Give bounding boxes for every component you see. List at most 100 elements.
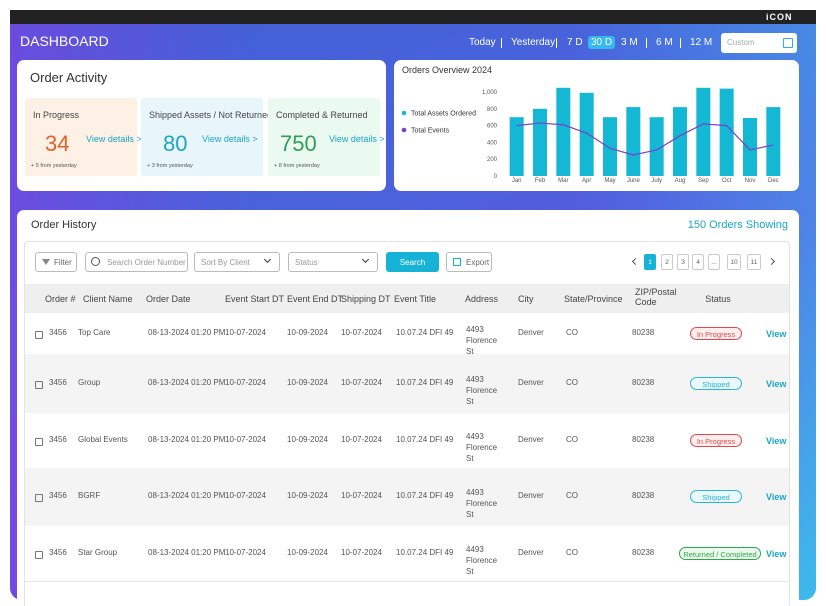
page-button[interactable]: 4 xyxy=(692,254,704,270)
column-header: Event Title xyxy=(394,294,437,304)
cell: 10-07-2024 xyxy=(225,327,266,337)
view-details-link[interactable]: View details > xyxy=(329,134,385,144)
column-header: Shipping DT xyxy=(341,294,391,304)
column-header: Status xyxy=(705,294,731,304)
range-button[interactable]: 3 M xyxy=(621,37,638,48)
custom-date-input[interactable]: Custom xyxy=(721,33,797,53)
view-link[interactable]: View xyxy=(766,548,787,559)
column-header: ZIP/Postal Code xyxy=(635,287,677,307)
cell: Denver xyxy=(518,434,544,444)
separator xyxy=(556,38,557,48)
prev-arrow[interactable] xyxy=(631,257,640,266)
page-number: 3 xyxy=(681,259,685,266)
cell: 10-07-2024 xyxy=(341,491,382,500)
status-text: Shipped xyxy=(702,493,730,502)
range-button[interactable]: 6 M xyxy=(656,37,673,48)
cell: 4493 Florence St xyxy=(466,374,498,406)
search-input[interactable]: Search Order Number xyxy=(85,252,188,272)
cell: Denver xyxy=(518,377,544,387)
page-button[interactable]: 3 xyxy=(677,254,689,270)
table-row: 3456 Top Care 08-13-2024 01:20 PM 10-07-202… xyxy=(25,313,789,356)
status-text: In Progress xyxy=(696,329,736,339)
x-tick-label: May xyxy=(604,178,615,184)
cell: 10-09-2024 xyxy=(287,434,328,444)
cell: 80238 xyxy=(632,327,655,337)
next-arrow[interactable] xyxy=(767,257,776,266)
bar xyxy=(696,87,711,176)
cell: 10-07-2024 xyxy=(225,547,266,557)
bar xyxy=(556,87,571,176)
cell: 10-07-2024 xyxy=(341,327,382,337)
table-container: Filter Search Order Number Sort By Client S… xyxy=(24,241,790,606)
cell: 08-13-2024 01:20 PM xyxy=(148,377,226,387)
row-checkbox[interactable] xyxy=(35,437,43,446)
x-tick-label: June xyxy=(627,178,641,184)
sort-dropdown[interactable]: Sort By Client xyxy=(194,252,280,272)
stat-value: 34 xyxy=(45,131,70,156)
row-checkbox[interactable] xyxy=(35,330,43,339)
export-text: Export xyxy=(466,258,490,267)
page-number: 2 xyxy=(665,259,669,266)
page-button[interactable]: 1 xyxy=(644,254,656,270)
status-dropdown[interactable]: Status xyxy=(288,252,378,272)
cell: 10-09-2024 xyxy=(287,547,328,557)
column-header: City xyxy=(518,294,534,304)
column-header: Client Name xyxy=(83,294,133,304)
row-checkbox[interactable] xyxy=(35,550,43,559)
range-button[interactable]: 7 D xyxy=(567,37,583,48)
separator xyxy=(501,38,502,48)
page-number: 4 xyxy=(696,259,700,266)
cell: CO xyxy=(566,377,578,387)
cell: 80238 xyxy=(632,547,655,557)
filter-icon xyxy=(42,259,50,265)
chart-title: Orders Overview 2024 xyxy=(402,65,493,75)
cell: 10-09-2024 xyxy=(287,491,328,500)
cell: 10.07.24 DFI 49 xyxy=(396,434,454,444)
legend-label: Total Events xyxy=(411,128,450,135)
view-link[interactable]: View xyxy=(766,492,787,502)
range-button[interactable]: 12 M xyxy=(690,37,713,48)
cell: 10-07-2024 xyxy=(225,491,266,500)
view-details-link[interactable]: View details > xyxy=(86,134,142,144)
logo: iCON xyxy=(766,12,793,22)
cell: 10-07-2024 xyxy=(225,434,266,444)
chevron xyxy=(263,255,272,264)
cell: 3456 xyxy=(49,377,67,387)
row-checkbox[interactable] xyxy=(35,380,43,389)
column-header: State/Province xyxy=(564,294,623,304)
page-button[interactable]: 10 xyxy=(727,254,741,270)
range-button[interactable]: 30 D xyxy=(588,36,616,49)
page-number: 10 xyxy=(730,259,738,266)
cell: 4493 Florence St xyxy=(466,488,498,519)
view-link[interactable]: View xyxy=(766,328,787,339)
status-badge: Shipped xyxy=(690,376,742,390)
cell: 10-07-2024 xyxy=(341,547,382,557)
top-bar xyxy=(10,10,816,24)
cell: Group xyxy=(78,377,101,387)
range-button[interactable]: Yesterday xyxy=(511,37,556,48)
search-button[interactable]: Search xyxy=(386,252,439,272)
custom-placeholder: Custom xyxy=(727,38,755,47)
page-button[interactable]: 11 xyxy=(747,254,761,270)
separator xyxy=(680,38,681,48)
separator xyxy=(646,38,647,48)
view-link[interactable]: View xyxy=(766,435,787,446)
view-link[interactable]: View xyxy=(766,378,787,389)
cell: Global Events xyxy=(78,434,128,444)
cell: 08-13-2024 01:20 PM xyxy=(148,491,226,500)
bar xyxy=(603,117,617,176)
stat-note: + 5 from yesterday xyxy=(31,163,77,169)
range-button[interactable]: Today xyxy=(469,37,496,48)
x-tick-label: Sep xyxy=(698,178,709,184)
row-checkbox[interactable] xyxy=(35,494,43,502)
page-button[interactable]: ... xyxy=(708,254,720,270)
status-text: In Progress xyxy=(696,436,736,446)
page-button[interactable]: 2 xyxy=(661,254,673,270)
view-details-link[interactable]: View details > xyxy=(202,134,258,144)
cell: Top Care xyxy=(78,327,111,337)
bar xyxy=(673,107,687,176)
export-button[interactable]: Export xyxy=(446,252,492,272)
y-tick-label: 800 xyxy=(487,107,498,113)
filter-button[interactable]: Filter xyxy=(35,252,77,272)
